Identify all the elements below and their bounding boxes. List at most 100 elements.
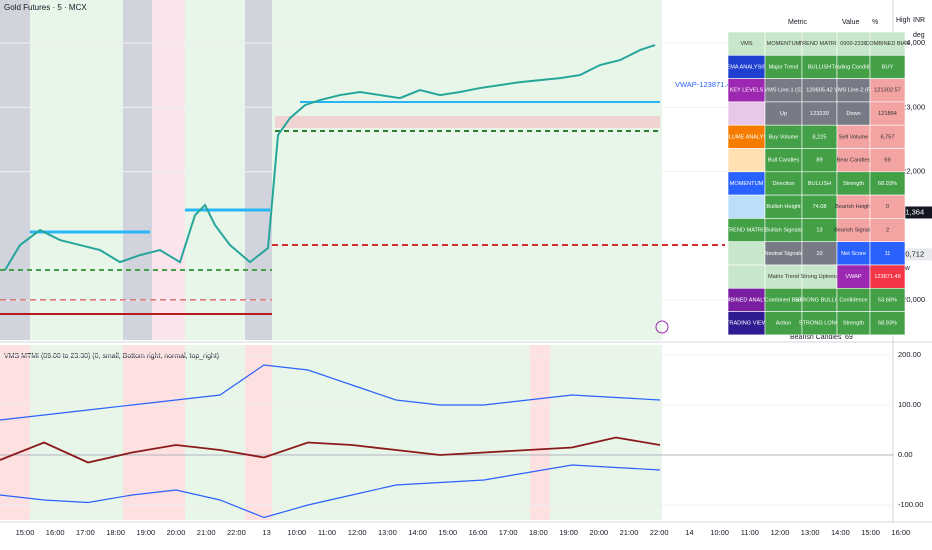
time-label: 15:00 <box>16 528 35 537</box>
table-cell-text: Trading Condition <box>832 64 876 70</box>
table-cell-text: Sell Volume <box>839 134 869 140</box>
table-cell-text: Strength <box>843 321 864 327</box>
table-cell-text: 69 <box>884 158 890 164</box>
table-cell-text: VMS Line-2 (R) <box>834 88 873 94</box>
table-cell-text: 2 <box>886 228 889 234</box>
indicator-title: VMS MTMI (09.00 to 23.30) (0, small, Bot… <box>4 353 219 360</box>
table-cell-text: 121864 <box>878 111 897 117</box>
table-cell-text: VMS <box>740 41 752 47</box>
price-box-label: 121,364 <box>897 207 924 216</box>
table-cell-text: 10 <box>816 251 822 257</box>
session-band <box>245 0 272 340</box>
alert-icon[interactable] <box>655 320 669 334</box>
table-cell-text: MOMENTUM <box>730 181 764 187</box>
table-cell-text: 0 <box>886 204 889 210</box>
table-cell-text: Neutral Signals <box>765 251 803 257</box>
session-band <box>152 0 185 340</box>
time-label: 16:00 <box>469 528 488 537</box>
time-label: 15:00 <box>861 528 880 537</box>
indicator-tick-label: 0.00 <box>898 450 913 459</box>
table-cell-text: Direction <box>772 181 794 187</box>
time-label: 14:00 <box>408 528 427 537</box>
currency-label: INR <box>913 17 925 24</box>
price-box-label: 120,712 <box>897 249 924 258</box>
time-label: 11:00 <box>741 528 759 537</box>
table-cell-text: 8,225 <box>813 134 827 140</box>
table-cell <box>869 311 906 336</box>
table-cell <box>727 194 766 219</box>
table-cell-text: 123239 <box>810 111 829 117</box>
table-cell-text: 6,757 <box>881 134 895 140</box>
table-cell-text: Bull Candles <box>768 158 800 164</box>
table-cell-text: Strength <box>843 181 864 187</box>
table-cell-text: Bullish Signals <box>765 228 802 234</box>
indicator-band <box>0 345 662 520</box>
time-label: 15:00 <box>438 528 457 537</box>
table-cell-text: Buy Volume <box>769 134 799 140</box>
table-cell-text: BULLISH <box>808 181 831 187</box>
table-cell-text: Combined Bias <box>765 297 803 303</box>
table-cell-text: 53.66% <box>878 297 897 303</box>
time-label: 20:00 <box>589 528 608 537</box>
table-cell-text: KEY LEVELS <box>730 88 764 94</box>
time-label: 12:00 <box>771 528 790 537</box>
table-cell-text: 120605.42 <box>806 88 832 94</box>
table-cell-text: BULLISH <box>808 64 831 70</box>
price-line <box>4 44 656 271</box>
time-label: 14:00 <box>831 528 850 537</box>
table-cell-text: TREND MATRIX <box>799 41 841 47</box>
table-cell-text: 74.08 <box>813 204 827 210</box>
price-tick-label: 124,000 <box>898 38 925 47</box>
time-label: 16:00 <box>891 528 910 537</box>
vwap-label: VWAP-123871.49 <box>675 80 735 89</box>
hidden-footer: Bearish Candles <box>790 334 842 341</box>
session-band <box>123 0 152 340</box>
time-label: 20:00 <box>167 528 186 537</box>
time-label: 18:00 <box>529 528 548 537</box>
session-band <box>30 0 123 340</box>
table-cell-text: Bear Candles <box>837 158 871 164</box>
table-cell-text: Up <box>780 111 787 117</box>
table-cell-text: STRONG BULLISH <box>795 297 844 303</box>
time-label: 21:00 <box>620 528 639 537</box>
time-label: 12:00 <box>348 528 367 537</box>
time-label: 22:00 <box>650 528 669 537</box>
time-label: 22:00 <box>227 528 246 537</box>
table-cell-text: TREND MATRIX <box>726 228 768 234</box>
table-cell-text: MOMENTUM <box>767 41 801 47</box>
table-cell-text: Confidence <box>839 297 867 303</box>
table-cell-text: Strong Uptrend <box>801 274 839 280</box>
price-tick-label: 120,000 <box>898 295 925 304</box>
table-cell <box>727 148 766 173</box>
price-box <box>894 248 932 261</box>
table-cell-text: VMS Line-1 (S) <box>764 88 802 94</box>
table-cell-text: BUY <box>882 64 894 70</box>
table-cell-text: TRADING VIEW <box>726 321 768 327</box>
table-cell-text: STRONG LONG <box>799 321 840 327</box>
table-cell-text: Down <box>846 111 860 117</box>
indicator-line <box>0 364 661 421</box>
time-label: 13:00 <box>378 528 397 537</box>
table-cell-text: COMBINED ANALYSIS <box>717 297 776 303</box>
time-label: 17:00 <box>499 528 518 537</box>
time-label: 19:00 <box>559 528 578 537</box>
table-cell-text: Bullish Height <box>766 204 801 210</box>
time-label: 14 <box>685 528 693 537</box>
table-cell-text: 121302.57 <box>874 88 900 94</box>
time-label: 19:00 <box>136 528 155 537</box>
time-label: 13:00 <box>801 528 820 537</box>
table-cell <box>727 101 766 126</box>
table-cell-text: EMA ANALYSIS <box>726 64 766 70</box>
table-cell-text: VOLUME ANALYSIS <box>721 134 773 140</box>
session-band <box>185 0 245 340</box>
time-label: 10:00 <box>287 528 306 537</box>
time-label: 21:00 <box>197 528 216 537</box>
table-cell-text: 68.93% <box>878 181 897 187</box>
price-tick-label: 123,000 <box>898 102 925 111</box>
table-cell-text: COMBINED BIAS <box>865 41 910 47</box>
price-tick-label: 122,000 <box>898 167 925 176</box>
session-band <box>0 0 30 340</box>
hidden-footer: 69 <box>845 334 853 341</box>
hidden-header: % <box>872 19 878 26</box>
hidden-header: Value <box>842 19 859 26</box>
